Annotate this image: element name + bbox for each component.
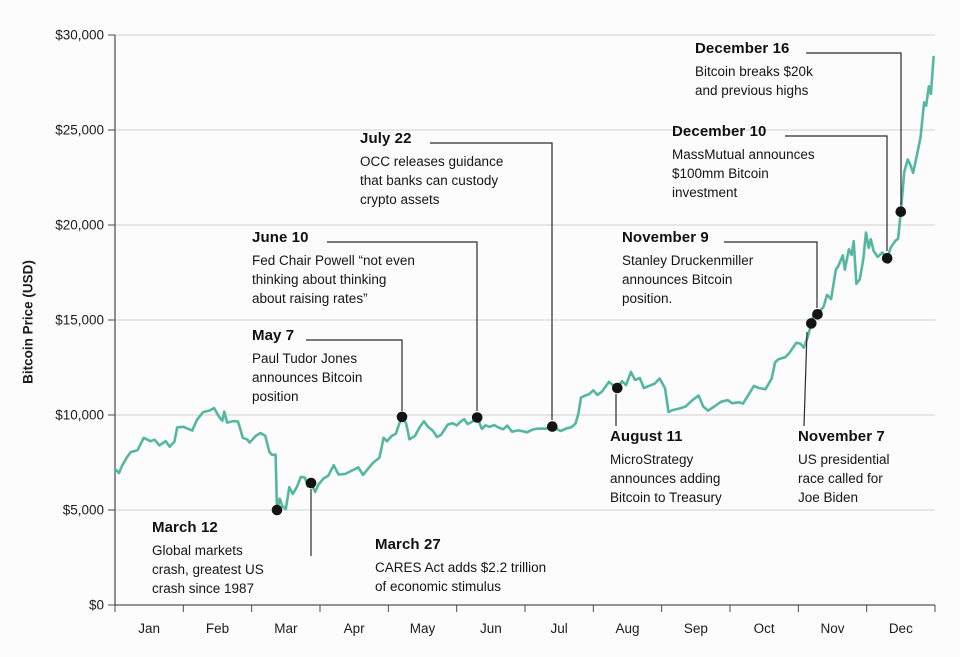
annotation-connector — [785, 135, 888, 251]
annotation-june-10: June 10 Fed Chair Powell “not even think… — [252, 229, 415, 308]
x-tick-label: Oct — [754, 621, 775, 636]
event-dot — [271, 504, 283, 516]
annotation-connector — [803, 331, 808, 427]
annotation-note: MassMutual announces $100mm Bitcoin inve… — [672, 147, 815, 200]
annotation-date: March 12 — [152, 519, 218, 536]
annotation-note: Stanley Druckenmiller announces Bitcoin … — [622, 253, 754, 306]
annotation-note: Fed Chair Powell “not even thinking abou… — [252, 253, 415, 306]
annotation-connector — [327, 241, 478, 411]
annotation-august-11: August 11 MicroStrategy announces adding… — [610, 428, 722, 507]
annotation-march-12: March 12 Global markets crash, greatest … — [152, 519, 264, 598]
annotation-date: May 7 — [252, 327, 295, 344]
annotation-note: Paul Tudor Jones announces Bitcoin posit… — [252, 351, 363, 404]
y-tick-label: $0 — [89, 598, 104, 613]
annotation-december-10: December 10 MassMutual announces $100mm … — [672, 123, 815, 202]
x-tick-label: Apr — [344, 621, 366, 636]
annotation-november-9: November 9 Stanley Druckenmiller announc… — [622, 229, 753, 308]
annotation-date: March 27 — [375, 536, 441, 553]
x-tick-label: Jan — [138, 621, 160, 636]
x-tick-label: Dec — [889, 621, 913, 636]
x-tick-label: Sep — [684, 621, 708, 636]
y-tick-label: $25,000 — [55, 123, 104, 138]
event-dot — [547, 421, 558, 432]
event-dot — [812, 309, 823, 320]
annotation-note: MicroStrategy announces adding Bitcoin t… — [610, 452, 722, 505]
y-tick-label: $10,000 — [55, 408, 104, 423]
annotation-november-7: November 7 US presidential race called f… — [798, 428, 890, 507]
x-tick-label: Mar — [274, 621, 298, 636]
y-tick-label: $20,000 — [55, 218, 104, 233]
event-dot — [612, 382, 623, 394]
annotation-note: OCC releases guidance that banks can cus… — [360, 154, 504, 207]
annotation-may-7: May 7 Paul Tudor Jones announces Bitcoin… — [252, 327, 362, 406]
annotation-date: August 11 — [610, 428, 683, 445]
y-axis-title: Bitcoin Price (USD) — [20, 260, 36, 384]
event-dot — [881, 252, 893, 264]
annotation-connector — [306, 339, 403, 411]
y-tick-label: $30,000 — [55, 28, 104, 43]
annotation-connector — [724, 241, 818, 308]
x-tick-label: Feb — [206, 621, 229, 636]
annotation-date: July 22 — [360, 130, 412, 147]
event-dot — [806, 318, 817, 329]
y-tick-label: $5,000 — [63, 503, 104, 518]
x-tick-label: Jul — [551, 621, 568, 636]
annotation-note: US presidential race called for Joe Bide… — [798, 452, 890, 505]
annotation-date: December 10 — [672, 123, 767, 140]
x-tick-label: Nov — [820, 621, 844, 636]
annotation-july-22: July 22 OCC releases guidance that banks… — [360, 130, 503, 209]
annotation-connector — [806, 52, 902, 205]
annotation-note: CARES Act adds $2.2 trillion of economic… — [375, 560, 547, 594]
event-dot — [895, 206, 907, 217]
event-dot — [305, 477, 317, 489]
event-dot — [471, 412, 483, 423]
annotation-note: Global markets crash, greatest US crash … — [152, 543, 264, 596]
annotation-date: June 10 — [252, 229, 309, 246]
event-dot — [396, 411, 408, 423]
annotation-march-27: March 27 CARES Act adds $2.2 trillion of… — [375, 536, 546, 596]
annotation-date: December 16 — [695, 40, 790, 57]
annotation-note: Bitcoin breaks $20k and previous highs — [695, 64, 813, 98]
annotation-date: November 9 — [622, 229, 709, 246]
x-tick-label: Aug — [615, 621, 639, 636]
x-tick-label: Jun — [480, 621, 502, 636]
x-tick-label: May — [410, 621, 436, 636]
y-tick-label: $15,000 — [55, 313, 104, 328]
annotation-connector — [430, 142, 553, 420]
bitcoin-price-line — [113, 55, 935, 512]
annotation-date: November 7 — [798, 428, 885, 445]
annotation-december-16: December 16 Bitcoin breaks $20k and prev… — [695, 40, 813, 100]
